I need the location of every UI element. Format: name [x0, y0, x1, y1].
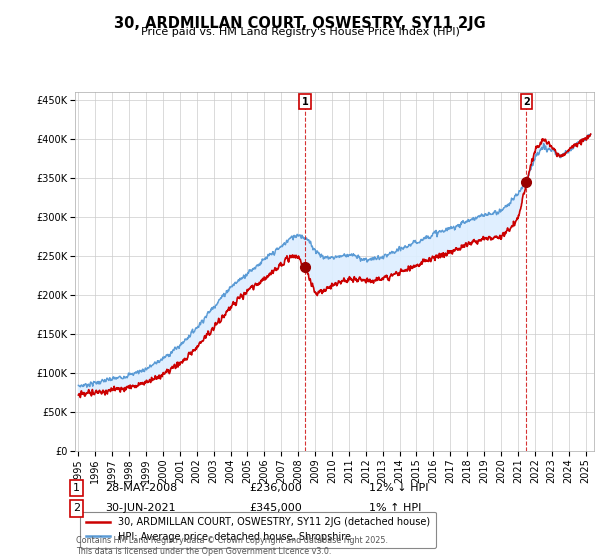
Text: 1: 1 — [73, 483, 80, 493]
Text: Contains HM Land Registry data © Crown copyright and database right 2025.
This d: Contains HM Land Registry data © Crown c… — [76, 536, 388, 556]
Text: 30-JUN-2021: 30-JUN-2021 — [105, 503, 176, 514]
Text: 1: 1 — [302, 97, 308, 107]
Text: 2: 2 — [523, 97, 530, 107]
Text: £236,000: £236,000 — [249, 483, 302, 493]
Legend: 30, ARDMILLAN COURT, OSWESTRY, SY11 2JG (detached house), HPI: Average price, de: 30, ARDMILLAN COURT, OSWESTRY, SY11 2JG … — [80, 511, 436, 548]
Text: Price paid vs. HM Land Registry's House Price Index (HPI): Price paid vs. HM Land Registry's House … — [140, 27, 460, 37]
Text: £345,000: £345,000 — [249, 503, 302, 514]
Text: 12% ↓ HPI: 12% ↓ HPI — [369, 483, 428, 493]
Text: 28-MAY-2008: 28-MAY-2008 — [105, 483, 177, 493]
Text: 1% ↑ HPI: 1% ↑ HPI — [369, 503, 421, 514]
Text: 2: 2 — [73, 503, 80, 514]
Text: 30, ARDMILLAN COURT, OSWESTRY, SY11 2JG: 30, ARDMILLAN COURT, OSWESTRY, SY11 2JG — [114, 16, 486, 31]
